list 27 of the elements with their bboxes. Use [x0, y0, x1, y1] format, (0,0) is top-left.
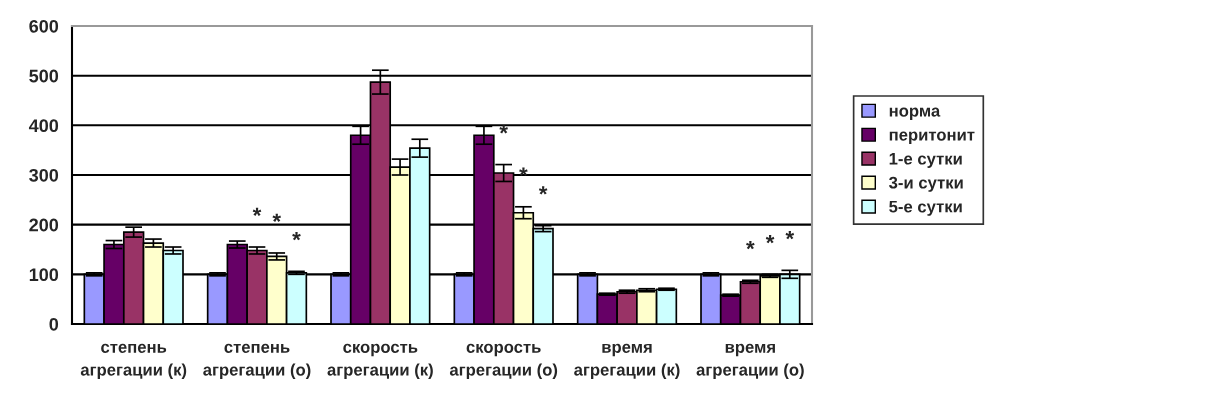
data-label: * [519, 167, 528, 176]
y-tick-label: 100 [29, 268, 59, 282]
data-label: * [765, 234, 775, 244]
x-tick-label: скорость агрегации (о) [449, 343, 558, 379]
x-tick-label: степень агрегации (к) [80, 343, 187, 379]
data-label: * [785, 231, 795, 240]
data-label: * [292, 232, 301, 241]
data-label: * [499, 125, 508, 134]
legend-label: 5-е сутки [889, 200, 962, 216]
y-tick-label: 300 [29, 168, 59, 182]
data-label: * [746, 240, 755, 250]
x-tick-label: время агрегации (к) [574, 343, 680, 379]
data-label: * [252, 207, 262, 216]
y-tick-label: 0 [49, 317, 59, 331]
legend-label: 1-е сутки [889, 152, 962, 168]
data-label: * [272, 213, 282, 222]
legend-label: норма [889, 107, 941, 120]
data-label: * [538, 186, 548, 195]
x-tick-label: время агрегации (о) [696, 343, 804, 379]
y-tick-label: 600 [29, 19, 59, 33]
x-tick-label: скорость агрегации (к) [327, 343, 433, 379]
legend-label: перитонит [889, 131, 975, 144]
y-tick-label: 200 [29, 218, 59, 232]
y-tick-label: 400 [28, 119, 59, 133]
y-tick-label: 500 [29, 69, 59, 83]
x-tick-label: степень агрегации (о) [203, 343, 311, 379]
legend-label: 3-и сутки [889, 176, 963, 192]
